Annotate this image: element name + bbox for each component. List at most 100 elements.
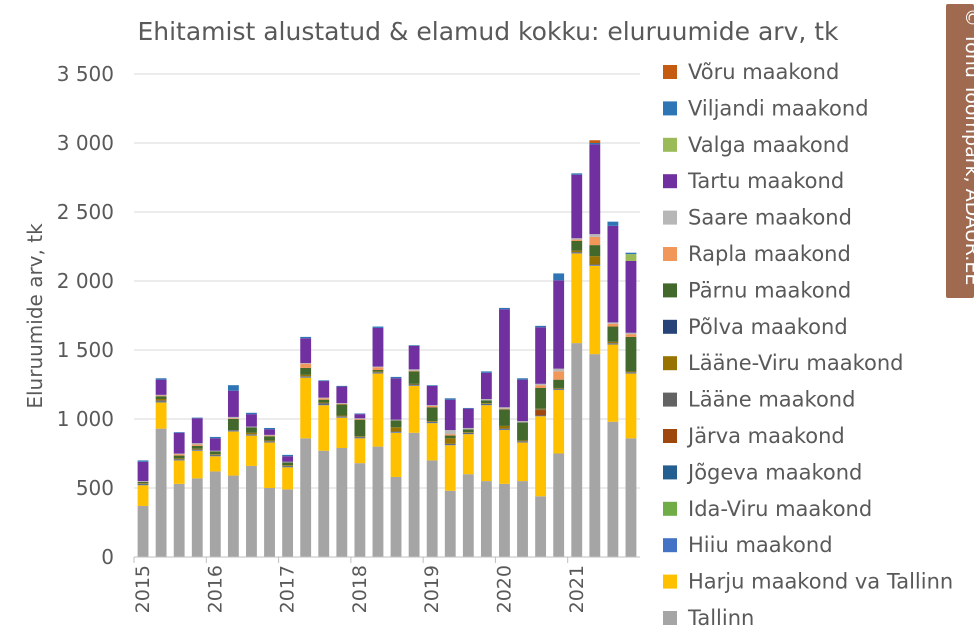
bar-stack xyxy=(408,345,420,557)
bar-segment xyxy=(300,336,312,339)
bar-segment xyxy=(607,343,619,345)
bar-segment xyxy=(589,265,601,355)
x-tick-label: 2019 xyxy=(421,565,443,613)
bar-segment xyxy=(173,460,185,484)
bar-segment xyxy=(155,400,167,402)
bar-segment xyxy=(607,343,619,344)
bar-stack xyxy=(372,326,384,557)
bar-segment xyxy=(155,396,167,399)
x-tick-label: 2015 xyxy=(132,565,154,613)
bar-segment xyxy=(336,403,348,405)
bar-stack xyxy=(318,380,330,557)
bar-segment xyxy=(227,416,239,419)
bar-segment xyxy=(155,428,167,557)
bar-segment xyxy=(517,442,528,482)
bar-segment xyxy=(444,443,456,445)
bar-stack xyxy=(444,398,456,557)
bar-segment xyxy=(282,465,294,466)
bar-segment xyxy=(372,371,384,373)
bar-segment xyxy=(444,434,456,436)
legend-swatch xyxy=(663,392,677,407)
bar-segment xyxy=(462,407,474,409)
bar-segment xyxy=(480,398,492,401)
bar-segment xyxy=(499,425,510,429)
y-tick-label: 2 500 xyxy=(57,200,114,224)
legend-swatch xyxy=(663,247,677,261)
bar-stack xyxy=(480,371,492,557)
bar-segment xyxy=(462,408,474,428)
bar-segment xyxy=(553,388,565,390)
legend-item: Lääne-Viru maakond xyxy=(663,351,903,375)
bar-segment xyxy=(462,432,474,433)
bar-segment xyxy=(390,476,402,557)
legend-item: Hiiu maakond xyxy=(663,533,833,557)
bar-stack xyxy=(426,385,438,557)
legend-item: Ida-Viru maakond xyxy=(663,497,872,521)
bar-segment xyxy=(227,430,239,432)
legend-swatch xyxy=(663,65,677,79)
legend-label: Tartu maakond xyxy=(687,169,844,193)
bar-segment xyxy=(137,483,149,484)
bar-segment xyxy=(426,422,438,424)
bar-segment xyxy=(480,404,492,406)
bar-segment xyxy=(209,456,221,472)
bar-segment xyxy=(191,443,203,445)
bar-segment xyxy=(444,438,456,444)
bar-segment xyxy=(553,387,565,389)
bar-segment xyxy=(246,412,257,415)
bar-segment xyxy=(354,413,366,415)
bar-segment xyxy=(390,427,402,432)
bar-segment xyxy=(535,385,547,388)
bar-segment xyxy=(300,376,312,377)
legend-label: Põlva maakond xyxy=(688,315,848,339)
bar-stack xyxy=(354,413,366,557)
bar-segment xyxy=(354,463,366,557)
bar-stack xyxy=(553,273,565,557)
bar-segment xyxy=(553,371,565,380)
bar-segment xyxy=(354,414,366,419)
bar-segment xyxy=(571,253,583,344)
bar-segment xyxy=(300,338,312,364)
bar-segment xyxy=(173,459,185,461)
y-tick-label: 3 000 xyxy=(57,131,114,155)
bar-segment xyxy=(209,471,221,557)
bar-stack xyxy=(300,336,312,557)
credit-text: Tõnu Toompark, ADAUR.EE xyxy=(961,32,977,285)
bar-stack xyxy=(589,140,601,557)
bar-segment xyxy=(480,405,492,482)
bar-segment xyxy=(571,173,583,175)
bar-stack xyxy=(227,385,239,557)
gridlines xyxy=(134,73,640,489)
bar-segment xyxy=(607,341,619,344)
bar-segment xyxy=(517,378,528,380)
bar-segment xyxy=(318,404,330,406)
bar-segment xyxy=(137,460,149,462)
bar-segment xyxy=(300,363,312,368)
bar-segment xyxy=(282,467,294,490)
bar-segment xyxy=(354,437,366,439)
bar-segment xyxy=(444,490,456,557)
bar-segment xyxy=(571,250,583,253)
bar-segment xyxy=(191,417,203,419)
bar-segment xyxy=(571,174,583,239)
bar-segment xyxy=(246,434,257,435)
y-axis-ticks: 0 500 1 000 1 500 2 000 2 500 3 000 3 500 xyxy=(57,62,114,569)
legend: Võru maakond Viljandi maakond Valga maakon… xyxy=(663,60,953,630)
bar-segment xyxy=(191,449,203,451)
bar-stack xyxy=(336,385,348,557)
y-axis-label: Eluruumide arv, tk xyxy=(23,223,47,409)
bar-segment xyxy=(426,385,438,406)
bar-segment xyxy=(173,454,185,456)
svg-text:©Tõnu Toompark, ADAUR.EE: © Tõnu Toompark, ADAUR.EE xyxy=(961,8,977,285)
bar-segment xyxy=(354,419,366,437)
bar-segment xyxy=(462,434,474,475)
bar-segment xyxy=(553,280,565,369)
legend-label: Võru maakond xyxy=(688,60,839,84)
bar-stack xyxy=(137,460,149,557)
bar-segment xyxy=(462,474,474,557)
bar-segment xyxy=(155,395,167,397)
legend-label: Lääne maakond xyxy=(688,388,855,412)
bar-stack xyxy=(209,436,221,557)
bar-segment xyxy=(209,450,221,452)
bar-segment xyxy=(209,455,221,457)
